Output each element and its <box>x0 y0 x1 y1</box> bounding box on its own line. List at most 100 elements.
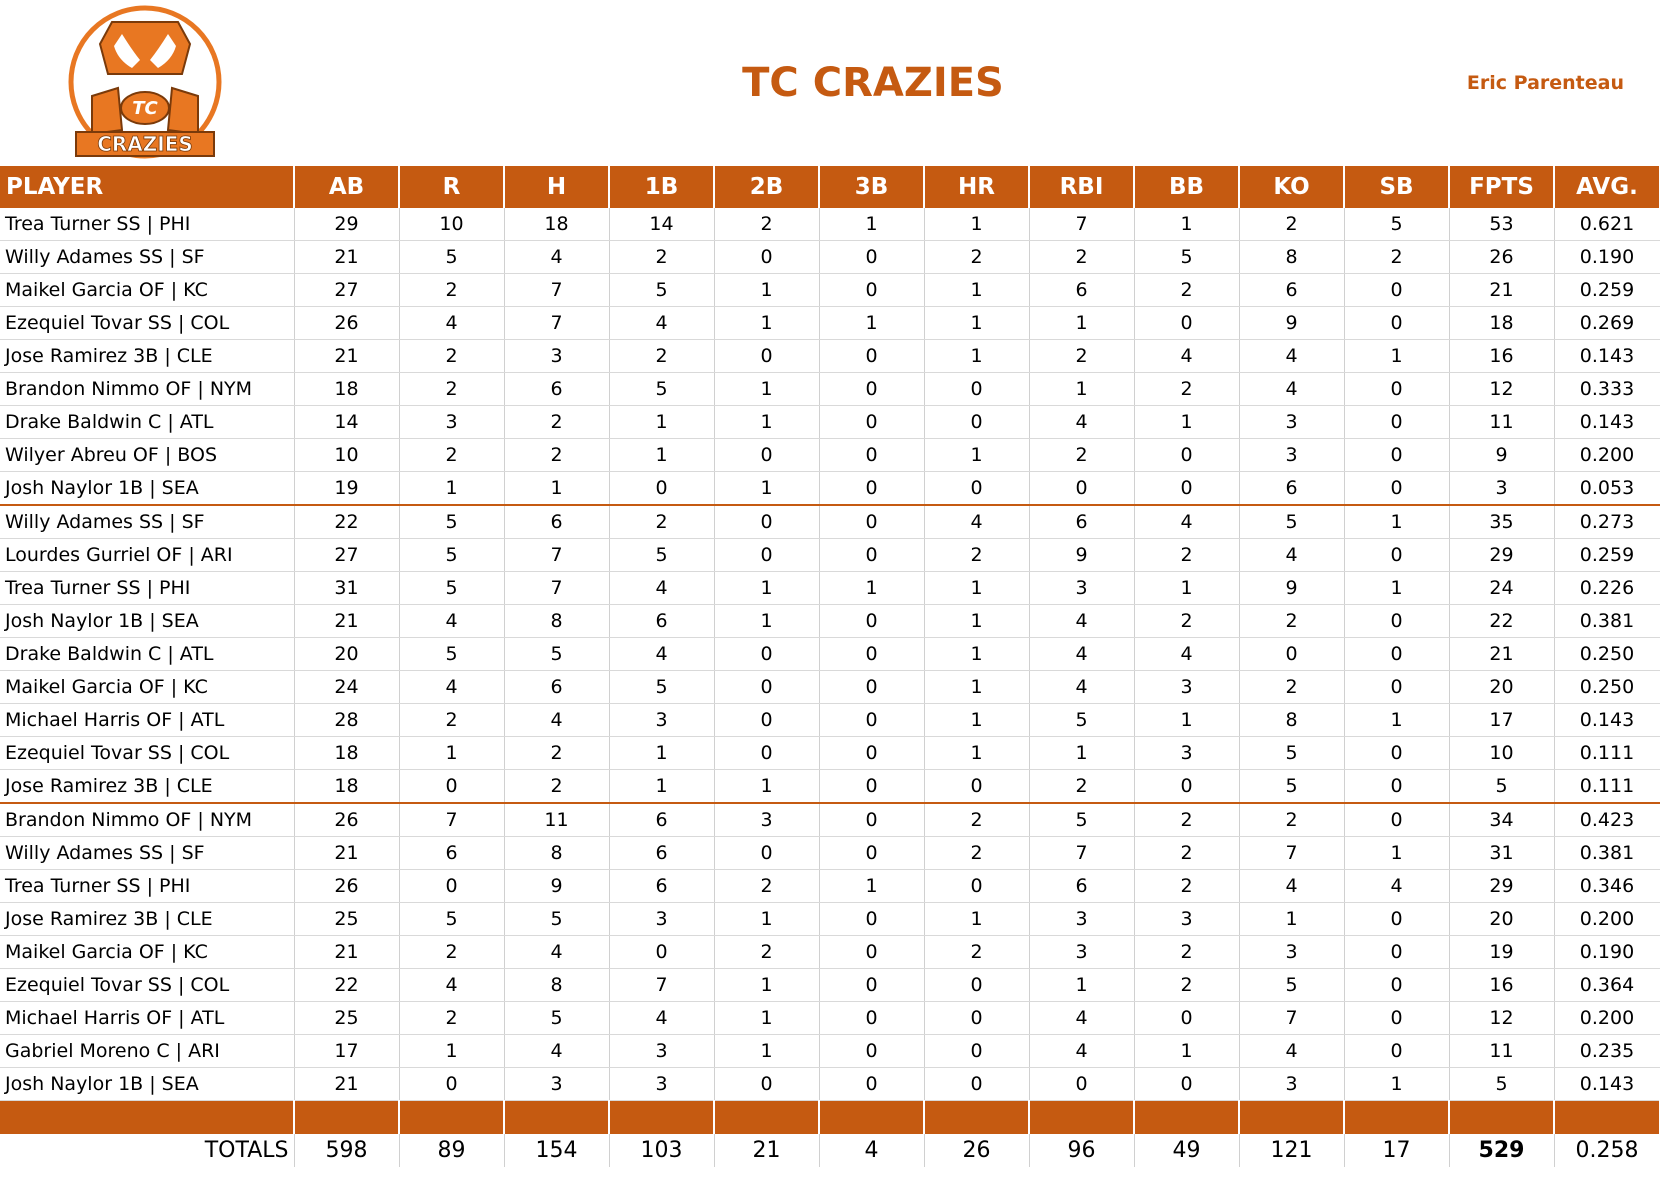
player-row: Trea Turner SS | PHI 26 0 9 6 2 1 0 6 2 4 4 29 0.346 <box>0 869 1660 903</box>
stat-cell: 2 <box>924 803 1030 837</box>
stat-cell: 4 <box>1239 869 1345 903</box>
stat-cell: 4 <box>609 1001 715 1035</box>
stat-cell: 2 <box>1134 604 1240 638</box>
stat-cell: 6 <box>1239 471 1345 506</box>
stat-cell: 5 <box>1239 769 1345 804</box>
stat-cell: 1 <box>924 273 1030 307</box>
stat-cell: 31 <box>1449 836 1555 870</box>
band-cell <box>399 1100 505 1134</box>
stat-cell: 4 <box>504 1034 610 1068</box>
player-name: Drake Baldwin C | ATL <box>0 405 295 439</box>
stat-cell: 21 <box>294 240 400 274</box>
stat-cell: 0 <box>1029 471 1135 506</box>
stat-cell: 5 <box>1344 208 1450 241</box>
stat-cell: 9 <box>1239 571 1345 605</box>
stat-cell: 4 <box>1029 1001 1135 1035</box>
stat-cell: 9 <box>1449 438 1555 472</box>
stat-cell: 6 <box>609 604 715 638</box>
stat-cell: 2 <box>399 372 505 406</box>
stat-cell: 0 <box>819 1034 925 1068</box>
stat-cell: 0 <box>819 670 925 704</box>
stat-cell: 0 <box>819 769 925 804</box>
stat-cell: 17 <box>1449 703 1555 737</box>
player-row: Lourdes Gurriel OF | ARI 27 5 7 5 0 0 2 9 2 4 0 29 0.… <box>0 538 1660 572</box>
header-row: PLAYER AB R H 1B 2B 3B HR RBI BB KO SB FPTS AVG. <box>0 166 1660 208</box>
player-row: Wilyer Abreu OF | BOS 10 2 2 1 0 0 1 2 0 3 0 9 0.200 <box>0 438 1660 472</box>
player-row: Drake Baldwin C | ATL 20 5 5 4 0 0 1 4 4 0 0 21 0.250 <box>0 637 1660 671</box>
title: TC CRAZIES <box>742 60 1004 106</box>
stat-cell: 2 <box>1029 769 1135 804</box>
stat-cell: 5 <box>399 902 505 936</box>
stat-cell: 6 <box>1029 505 1135 539</box>
stat-cell: 1 <box>714 306 820 340</box>
stat-cell: 26 <box>294 306 400 340</box>
player-row: Willy Adames SS | SF 21 5 4 2 0 0 2 2 5 8 2 26 0.190 <box>0 240 1660 274</box>
stat-cell: 0 <box>1344 637 1450 671</box>
player-row: Jose Ramirez 3B | CLE 18 0 2 1 1 0 0 2 0 5 0 5 0.111 <box>0 769 1660 804</box>
stat-cell: 4 <box>1029 1034 1135 1068</box>
stat-cell: 1 <box>1344 505 1450 539</box>
stat-cell: 6 <box>399 836 505 870</box>
stat-cell: 4 <box>504 240 610 274</box>
player-row: Jose Ramirez 3B | CLE 21 2 3 2 0 0 1 2 4 4 1 16 0.143 <box>0 339 1660 373</box>
stat-cell: 21 <box>294 339 400 373</box>
stat-cell: 0 <box>819 405 925 439</box>
stat-cell: 1 <box>924 902 1030 936</box>
stat-cell: 0 <box>1344 1034 1450 1068</box>
stat-cell: 0.200 <box>1554 1001 1660 1035</box>
column-header: AB <box>294 166 400 208</box>
stat-cell: 2 <box>1029 240 1135 274</box>
stat-cell: 0 <box>819 538 925 572</box>
player-row: Gabriel Moreno C | ARI 17 1 4 3 1 0 0 4 1 4 0 11 0.23… <box>0 1034 1660 1068</box>
stat-cell: 2 <box>1029 438 1135 472</box>
player-row: Trea Turner SS | PHI 29 10 18 14 2 1 1 7 1 2 5 53 0.6… <box>0 208 1660 241</box>
stat-cell: 0.250 <box>1554 670 1660 704</box>
stat-cell: 4 <box>399 670 505 704</box>
logo-tc: TC <box>132 98 158 119</box>
stat-cell: 31 <box>294 571 400 605</box>
stat-cell: 3 <box>1029 935 1135 969</box>
stat-cell: 7 <box>1029 836 1135 870</box>
total-cell: 26 <box>924 1134 1030 1167</box>
stat-cell: 0 <box>924 372 1030 406</box>
stat-cell: 1 <box>1029 968 1135 1002</box>
stat-cell: 1 <box>924 438 1030 472</box>
player-name: Jose Ramirez 3B | CLE <box>0 339 295 373</box>
stat-cell: 4 <box>609 306 715 340</box>
column-header: BB <box>1134 166 1240 208</box>
stat-cell: 1 <box>714 968 820 1002</box>
stat-cell: 26 <box>294 869 400 903</box>
stat-cell: 1 <box>714 1001 820 1035</box>
stat-cell: 12 <box>1449 1001 1555 1035</box>
player-name: Maikel Garcia OF | KC <box>0 273 295 307</box>
column-header: 2B <box>714 166 820 208</box>
band-cell <box>1239 1100 1345 1134</box>
stat-cell: 0 <box>399 869 505 903</box>
stat-cell: 0 <box>399 769 505 804</box>
stat-cell: 0 <box>1239 637 1345 671</box>
stat-cell: 14 <box>609 208 715 241</box>
stat-cell: 2 <box>609 339 715 373</box>
stat-cell: 0 <box>819 273 925 307</box>
stat-cell: 8 <box>504 604 610 638</box>
stat-cell: 0 <box>819 836 925 870</box>
logo-banner-text: CRAZIES <box>97 132 193 156</box>
stat-cell: 0 <box>1134 769 1240 804</box>
stat-cell: 3 <box>609 1034 715 1068</box>
player-name: Jose Ramirez 3B | CLE <box>0 902 295 936</box>
stat-cell: 12 <box>1449 372 1555 406</box>
stat-cell: 1 <box>714 604 820 638</box>
column-header: 1B <box>609 166 715 208</box>
player-row: Josh Naylor 1B | SEA 21 0 3 3 0 0 0 0 0 3 1 5 0.143 <box>0 1067 1660 1101</box>
total-cell: 89 <box>399 1134 505 1167</box>
stat-cell: 2 <box>399 339 505 373</box>
stat-cell: 3 <box>1239 405 1345 439</box>
stat-cell: 3 <box>1134 902 1240 936</box>
stat-cell: 22 <box>1449 604 1555 638</box>
stat-cell: 0 <box>1344 538 1450 572</box>
stat-cell: 0 <box>1344 769 1450 804</box>
stat-cell: 2 <box>1134 836 1240 870</box>
stat-cell: 27 <box>294 538 400 572</box>
stat-cell: 17 <box>294 1034 400 1068</box>
